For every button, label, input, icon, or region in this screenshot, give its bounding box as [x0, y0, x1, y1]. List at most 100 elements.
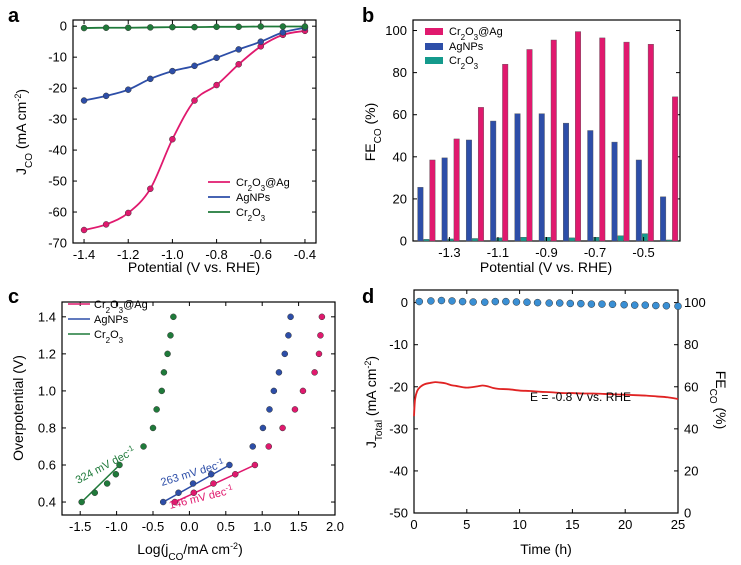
- panel-a-ytick-label: -10: [48, 50, 67, 65]
- panel-c-data-point: [311, 369, 318, 376]
- panel-c-xtick-label: 2.0: [326, 519, 344, 534]
- panel-c-data-point: [287, 313, 294, 321]
- panel-c-frame: [61, 301, 336, 516]
- panel-c-data-point: [285, 332, 292, 339]
- panel-a-data-point: [279, 23, 287, 30]
- panel-d-ytick-label: -30: [389, 421, 408, 436]
- panel-b-bar: [538, 113, 545, 242]
- panel-c-data-point: [189, 480, 197, 487]
- panel-a-ytick-label: -40: [48, 143, 67, 158]
- panel-c-data-point: [112, 471, 120, 478]
- panel-c-data-point: [299, 387, 307, 395]
- panel-d-xtick-label: 5: [463, 517, 470, 532]
- panel-a-data-point: [257, 23, 265, 30]
- panel-c-data-point: [281, 350, 289, 358]
- panel-b-bar: [635, 159, 642, 242]
- panel-d-y2tick-label: 20: [684, 463, 698, 478]
- panel-d-fe-point: [523, 298, 531, 306]
- panel-a-frame: [72, 19, 317, 244]
- panel-a-data-point: [80, 24, 88, 32]
- panel-c-x-axis-title: Log(jCO/mA cm-2): [137, 541, 243, 563]
- panel-d-fe-point: [662, 302, 671, 310]
- panel-b-legend-label: Cr2O3: [449, 55, 479, 71]
- panel-a-data-point: [235, 23, 242, 31]
- panel-b-bar: [447, 238, 454, 242]
- panel-c-data-point: [266, 406, 273, 413]
- panel-c-data-point: [279, 424, 286, 432]
- panel-d-fe-point: [448, 297, 456, 305]
- panel-b-bar: [471, 238, 478, 242]
- panel-b-bar: [496, 237, 503, 242]
- panel-d-current-line: [413, 381, 679, 417]
- panel-c-y-axis-title: Overpotential (V): [10, 355, 26, 461]
- panel-c-data-point: [78, 498, 85, 506]
- panel-d-fe-point: [458, 297, 467, 306]
- panel-d-xtick-label: 0: [410, 517, 417, 532]
- panel-a-data-point: [191, 97, 198, 104]
- panel-b-bar: [575, 31, 581, 242]
- panel-a-xtick-label: -0.8: [205, 247, 227, 262]
- panel-a-data-point: [80, 97, 88, 104]
- panel-c-data-point: [171, 498, 179, 506]
- panel-c-data-point: [249, 443, 256, 450]
- panel-b-bar: [423, 239, 430, 242]
- panel-a-xtick-label: -0.4: [294, 247, 316, 262]
- panel-b-bar: [563, 122, 569, 242]
- panel-d-stability-chart: 0 5 10 15 20 250-10-20-30-40-50 020406080100E …: [363, 289, 729, 557]
- panel-b-bar: [617, 235, 624, 242]
- panel-d-fe-point: [415, 297, 424, 306]
- panel-a-data-point: [191, 62, 198, 70]
- panel-a-data-point: [80, 226, 88, 234]
- panel-c-ytick-label: 0.6: [38, 457, 56, 472]
- panel-a-data-point: [213, 81, 220, 89]
- panel-a-data-point: [102, 221, 110, 228]
- panel-a-data-point: [169, 67, 176, 75]
- panel-a-data-point: [124, 24, 132, 31]
- panel-a-data-point: [279, 29, 287, 36]
- panel-a-data-point: [301, 23, 309, 30]
- panel-a-data-point: [124, 86, 132, 93]
- panel-d-fe-point: [587, 300, 596, 308]
- panel-label-d: d: [362, 286, 374, 308]
- panel-c-xtick-label: 0.5: [217, 519, 235, 534]
- panel-c-ytick-label: 0.8: [38, 420, 56, 435]
- panel-c-data-point: [149, 424, 157, 432]
- panel-c-data-point: [160, 369, 168, 376]
- panel-a-ytick-label: -50: [48, 174, 67, 189]
- panel-c-data-point: [270, 387, 278, 395]
- panel-a-series-line: [83, 29, 306, 231]
- panel-b-xtick-label: -0.9: [535, 245, 557, 260]
- panel-b-bar: [490, 120, 497, 242]
- panel-d-x-axis-title: Time (h): [520, 541, 572, 557]
- panel-d-xtick-label: 10: [512, 517, 526, 532]
- panel-c-xtick-label: 1.0: [253, 519, 271, 534]
- panel-c-fit-line: [81, 464, 121, 503]
- panel-d-xtick-label: 25: [671, 517, 685, 532]
- panel-b-ytick-label: 0: [400, 234, 407, 249]
- panel-a-data-point: [235, 61, 242, 68]
- panel-c-data-point: [291, 406, 299, 413]
- panel-b-bar: [611, 141, 618, 242]
- panel-b-legend-label: Cr2O3@Ag: [449, 26, 503, 42]
- panel-c-data-point: [103, 480, 111, 487]
- panel-label-c: c: [8, 286, 19, 308]
- panel-c-ytick-label: 1.2: [38, 346, 56, 361]
- panel-d-ytick-label: -50: [389, 506, 408, 521]
- panel-b-ytick-label: 20: [393, 191, 407, 206]
- panel-c-data-point: [158, 387, 165, 395]
- panel-b-bar: [593, 237, 600, 242]
- panel-label-a: a: [8, 5, 20, 27]
- panel-a-data-point: [213, 54, 220, 62]
- panel-a-ytick-label: -20: [48, 81, 67, 96]
- panel-c-data-point: [207, 471, 215, 478]
- panel-b-bar: [544, 237, 551, 242]
- panel-b-bar: [647, 44, 654, 242]
- panel-a-data-point: [102, 24, 110, 31]
- panel-c-data-point: [175, 489, 182, 497]
- panel-d-fe-point: [652, 301, 660, 310]
- panel-c-data-point: [164, 350, 171, 358]
- panel-c-ytick-label: 1.4: [38, 309, 56, 324]
- panel-d-y2tick-label: 80: [684, 337, 698, 352]
- panel-d-ytick-label: -10: [389, 337, 408, 352]
- panel-c-data-point: [265, 443, 273, 450]
